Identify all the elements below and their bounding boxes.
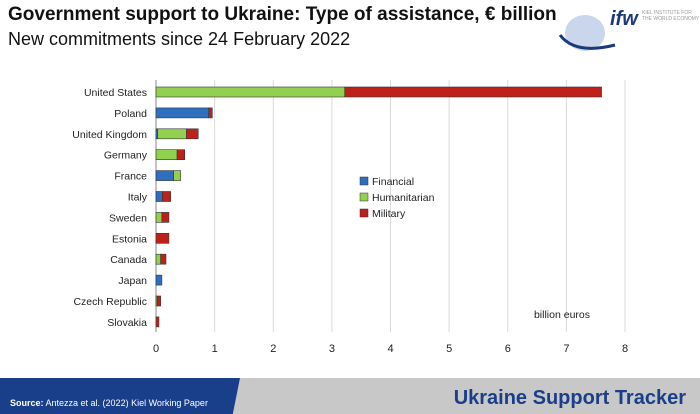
bar-military xyxy=(160,253,167,265)
x-tick-label: 0 xyxy=(153,343,159,355)
legend-swatch-financial xyxy=(359,176,369,186)
bar-military xyxy=(344,86,602,98)
bar-humanitarian xyxy=(155,86,346,98)
bar-financial xyxy=(155,191,163,202)
bar-humanitarian xyxy=(155,149,178,160)
footer-source-band xyxy=(0,378,240,414)
bar-military xyxy=(162,191,171,202)
bar-financial xyxy=(155,170,174,181)
category-label: Germany xyxy=(104,150,148,162)
bar-military xyxy=(176,149,186,160)
bar-chart: 0 1 2 3 4 5 6 7 8 United States Poland United Kingd… xyxy=(72,80,628,355)
category-label: Canada xyxy=(110,254,147,266)
category-label: France xyxy=(114,171,147,183)
x-tick-label: 2 xyxy=(270,343,276,355)
x-tick-label: 4 xyxy=(387,343,393,355)
x-tick-label: 6 xyxy=(505,343,511,355)
x-tick-label: 5 xyxy=(446,343,452,355)
category-label: Japan xyxy=(118,275,147,287)
category-label: Estonia xyxy=(112,233,147,245)
legend-swatch-military xyxy=(359,208,369,218)
bar-military xyxy=(208,107,213,119)
bar-military xyxy=(155,316,160,328)
legend-label: Military xyxy=(372,208,406,220)
bar-military xyxy=(156,295,161,307)
category-label: Poland xyxy=(114,108,147,120)
category-label: Slovakia xyxy=(107,317,147,329)
tracker-title: Ukraine Support Tracker xyxy=(453,387,686,409)
bar-humanitarian xyxy=(155,253,161,265)
bar-military xyxy=(186,128,199,140)
bar-military xyxy=(161,212,170,223)
category-label: Czech Republic xyxy=(73,296,147,308)
category-label: United Kingdom xyxy=(72,129,147,141)
source-note: Source: Antezza et al. (2022) Kiel Worki… xyxy=(10,398,208,408)
x-tick-label: 3 xyxy=(329,343,335,355)
bar-humanitarian xyxy=(157,128,187,140)
bar-financial xyxy=(155,274,163,286)
chart-subtitle: New commitments since 24 February 2022 xyxy=(8,29,351,49)
bar-humanitarian xyxy=(173,170,181,181)
x-tick-label: 7 xyxy=(563,343,569,355)
x-tick-label: 8 xyxy=(622,343,628,355)
category-label: Italy xyxy=(128,192,148,204)
category-label: Sweden xyxy=(109,212,147,224)
legend-swatch-humanitarian xyxy=(359,192,369,202)
x-axis-label: billion euros xyxy=(534,309,590,321)
bar-financial xyxy=(155,107,210,119)
x-tick-label: 1 xyxy=(212,343,218,355)
legend-label: Financial xyxy=(372,176,414,188)
bar-humanitarian xyxy=(155,212,163,223)
bar-military xyxy=(155,233,170,244)
legend-label: Humanitarian xyxy=(372,192,435,204)
category-label: United States xyxy=(84,87,147,99)
chart-title: Government support to Ukraine: Type of a… xyxy=(8,4,557,25)
